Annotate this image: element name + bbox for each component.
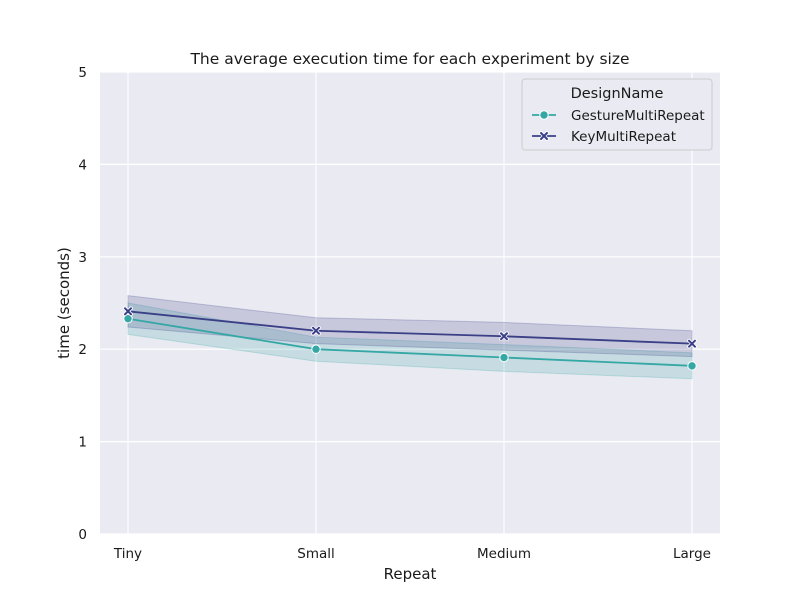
data-point-series-1 bbox=[499, 331, 509, 342]
legend-label-0: GestureMultiRepeat bbox=[571, 108, 705, 124]
data-point-series-1-stroke bbox=[312, 326, 320, 335]
x-tick-labels: Tiny Small Medium Large bbox=[113, 546, 711, 562]
legend-marker-1 bbox=[539, 131, 549, 141]
series-markers bbox=[123, 306, 697, 371]
y-tick-labels: 0 1 2 3 4 5 bbox=[78, 65, 87, 543]
data-point-series-0 bbox=[123, 314, 133, 324]
data-point-series-0 bbox=[499, 352, 509, 363]
data-point-series-1-stroke bbox=[500, 332, 508, 341]
y-tick-label: 3 bbox=[78, 250, 87, 266]
data-point-series-1 bbox=[311, 325, 321, 336]
y-tick-label: 4 bbox=[78, 157, 87, 173]
ci-band-series-1 bbox=[127, 295, 693, 358]
legend: DesignName GestureMultiRepeat KeyMultiRep… bbox=[521, 78, 713, 151]
data-point-series-1 bbox=[687, 338, 697, 349]
x-tick-label: Medium bbox=[477, 546, 531, 562]
x-tick-label: Large bbox=[673, 546, 711, 562]
legend-items: GestureMultiRepeat KeyMultiRepeat bbox=[532, 108, 705, 145]
legend-marker-1-stroke bbox=[540, 132, 548, 140]
series-line-1 bbox=[127, 310, 693, 345]
legend-label-1: KeyMultiRepeat bbox=[571, 129, 676, 145]
series-lines bbox=[127, 310, 693, 367]
data-point-series-1 bbox=[123, 306, 133, 317]
data-point-series-0 bbox=[311, 344, 321, 354]
x-axis-label: Repeat bbox=[384, 565, 437, 583]
y-tick-label: 5 bbox=[78, 65, 87, 81]
y-tick-label: 1 bbox=[78, 435, 87, 451]
y-tick-label: 0 bbox=[78, 527, 87, 543]
series-line-0 bbox=[127, 317, 693, 367]
data-point-series-0 bbox=[687, 361, 697, 371]
chart-title: The average execution time for each expe… bbox=[189, 50, 629, 68]
data-point-series-1-stroke bbox=[124, 307, 132, 316]
legend-title: DesignName bbox=[571, 86, 664, 102]
data-point-series-1-stroke bbox=[688, 339, 696, 348]
y-tick-label: 2 bbox=[78, 342, 87, 358]
x-tick-label: Small bbox=[297, 546, 335, 562]
legend-box bbox=[521, 78, 713, 151]
x-tick-label: Tiny bbox=[113, 546, 142, 562]
grid-lines bbox=[100, 71, 720, 535]
y-axis-label: time (seconds) bbox=[55, 247, 73, 359]
legend-marker-0 bbox=[539, 110, 549, 120]
